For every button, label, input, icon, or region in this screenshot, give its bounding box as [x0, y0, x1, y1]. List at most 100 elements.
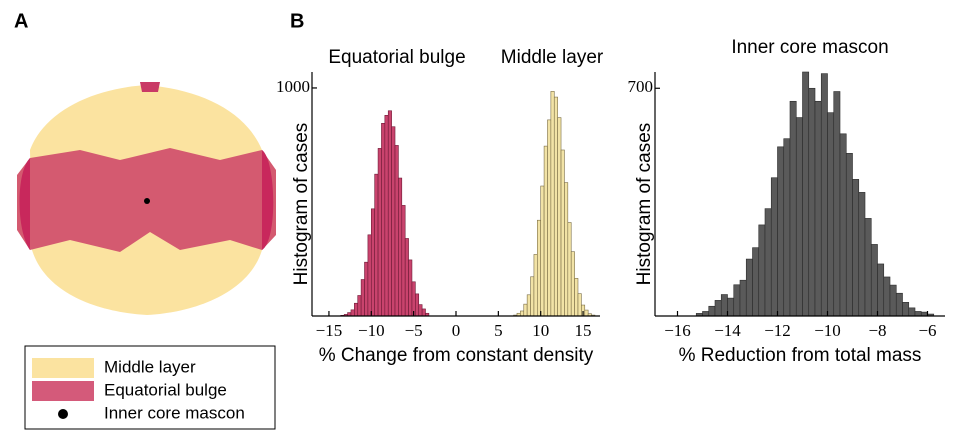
histogram-bar — [381, 123, 386, 317]
x-tick-label: −10 — [358, 321, 385, 340]
histogram-bar — [820, 73, 828, 317]
x-axis-label: % Change from constant density — [319, 345, 594, 366]
histogram-bar — [808, 87, 816, 317]
x-tick-label: 5 — [494, 321, 503, 340]
x-tick-label: 15 — [575, 321, 592, 340]
inner-core-mascon — [144, 198, 150, 204]
histogram-bar — [560, 149, 565, 317]
x-tick-label: −10 — [814, 321, 841, 340]
histogram-bar — [783, 138, 791, 317]
histogram-bar — [789, 100, 797, 317]
histogram-bar — [845, 153, 853, 317]
histogram-bar — [553, 96, 558, 317]
histogram-bar — [354, 302, 359, 317]
histogram-bar — [895, 292, 903, 317]
histogram-bar — [370, 208, 375, 317]
histogram-bar — [418, 304, 423, 317]
histogram-bar — [702, 311, 710, 317]
legend-label: Inner core mascon — [104, 403, 245, 422]
panel-label: A — [14, 10, 28, 32]
histogram-bar — [540, 185, 545, 317]
x-tick-label: −12 — [764, 321, 791, 340]
histogram-bar — [795, 117, 803, 317]
x-tick-label: −16 — [664, 321, 691, 340]
histogram-bar — [526, 294, 531, 317]
histogram-bar — [870, 244, 878, 317]
histogram-bar — [520, 310, 525, 317]
histogram-bar — [523, 303, 528, 317]
histogram-bar — [374, 173, 379, 317]
histogram-bar — [387, 110, 392, 317]
body-model — [17, 82, 276, 315]
y-axis-label: Histogram of cases — [634, 123, 655, 286]
histogram-bar — [543, 145, 548, 317]
panel-label: B — [290, 10, 304, 32]
histogram-bar — [839, 133, 847, 317]
histogram-bar — [858, 192, 866, 317]
histogram-bar — [727, 297, 735, 317]
x-axis-label: % Reduction from total mass — [679, 345, 922, 366]
histogram-bar — [714, 300, 722, 317]
x-tick-label: −5 — [405, 321, 423, 340]
histogram-bar — [574, 278, 579, 317]
series-label: Equatorial bulge — [328, 47, 465, 68]
histogram-bar — [802, 71, 810, 317]
histogram-bar — [883, 276, 891, 317]
histogram-bar — [902, 302, 910, 317]
legend: Middle layer Equatorial bulge Inner core… — [24, 345, 276, 430]
histogram-bar — [720, 294, 728, 317]
histogram-bar — [404, 238, 409, 317]
histogram-bar — [752, 247, 760, 317]
histogram-bar — [877, 263, 885, 317]
histogram-bar — [708, 305, 716, 317]
x-tick-label: −8 — [868, 321, 886, 340]
legend-swatch — [32, 381, 94, 401]
histogram-bar — [758, 224, 766, 317]
x-tick-label: −15 — [316, 321, 343, 340]
histogram-bar — [557, 117, 562, 317]
histogram-bar — [360, 279, 365, 317]
y-axis-label: Histogram of cases — [291, 123, 312, 286]
histogram-bar — [864, 218, 872, 317]
histogram-bar — [530, 276, 535, 317]
histogram-bar — [377, 148, 382, 317]
series-label: Middle layer — [501, 47, 604, 68]
histogram-bar — [764, 208, 772, 317]
histogram-bar — [777, 146, 785, 317]
histogram-bar — [827, 112, 835, 317]
histogram-bar — [394, 145, 399, 317]
legend-label: Middle layer — [104, 357, 196, 376]
histogram-bar — [547, 119, 552, 317]
histogram-bar — [398, 177, 403, 317]
histogram-bar — [384, 115, 389, 317]
histogram-bar — [564, 182, 569, 317]
histogram-bar — [570, 251, 575, 317]
x-tick-label: −6 — [918, 321, 936, 340]
x-tick-label: −14 — [714, 321, 741, 340]
legend-swatch — [58, 409, 68, 419]
histogram-bar — [415, 293, 420, 317]
histogram-bar — [357, 295, 362, 317]
histogram-bar — [852, 179, 860, 317]
x-tick-label: 10 — [532, 321, 549, 340]
y-tick-label: 1000 — [276, 77, 310, 96]
histogram-bar — [814, 100, 822, 317]
histogram-bar — [533, 254, 538, 317]
histogram-bar — [577, 293, 582, 317]
legend-label: Equatorial bulge — [104, 380, 227, 399]
y-tick-label: 700 — [628, 77, 654, 96]
histogram-bar — [733, 284, 741, 317]
histogram-bar — [584, 309, 589, 317]
histogram-bar — [350, 309, 355, 317]
histogram-bar — [401, 205, 406, 317]
histogram-bar — [914, 311, 922, 317]
histogram-bar — [889, 284, 897, 317]
chart-title: Inner core mascon — [731, 37, 888, 58]
legend-swatch — [32, 358, 94, 378]
histogram-bar — [770, 177, 778, 317]
histogram-bar — [411, 281, 416, 317]
histogram-bar — [550, 91, 555, 317]
histogram-bar — [364, 261, 369, 317]
histogram-bar — [567, 222, 572, 317]
